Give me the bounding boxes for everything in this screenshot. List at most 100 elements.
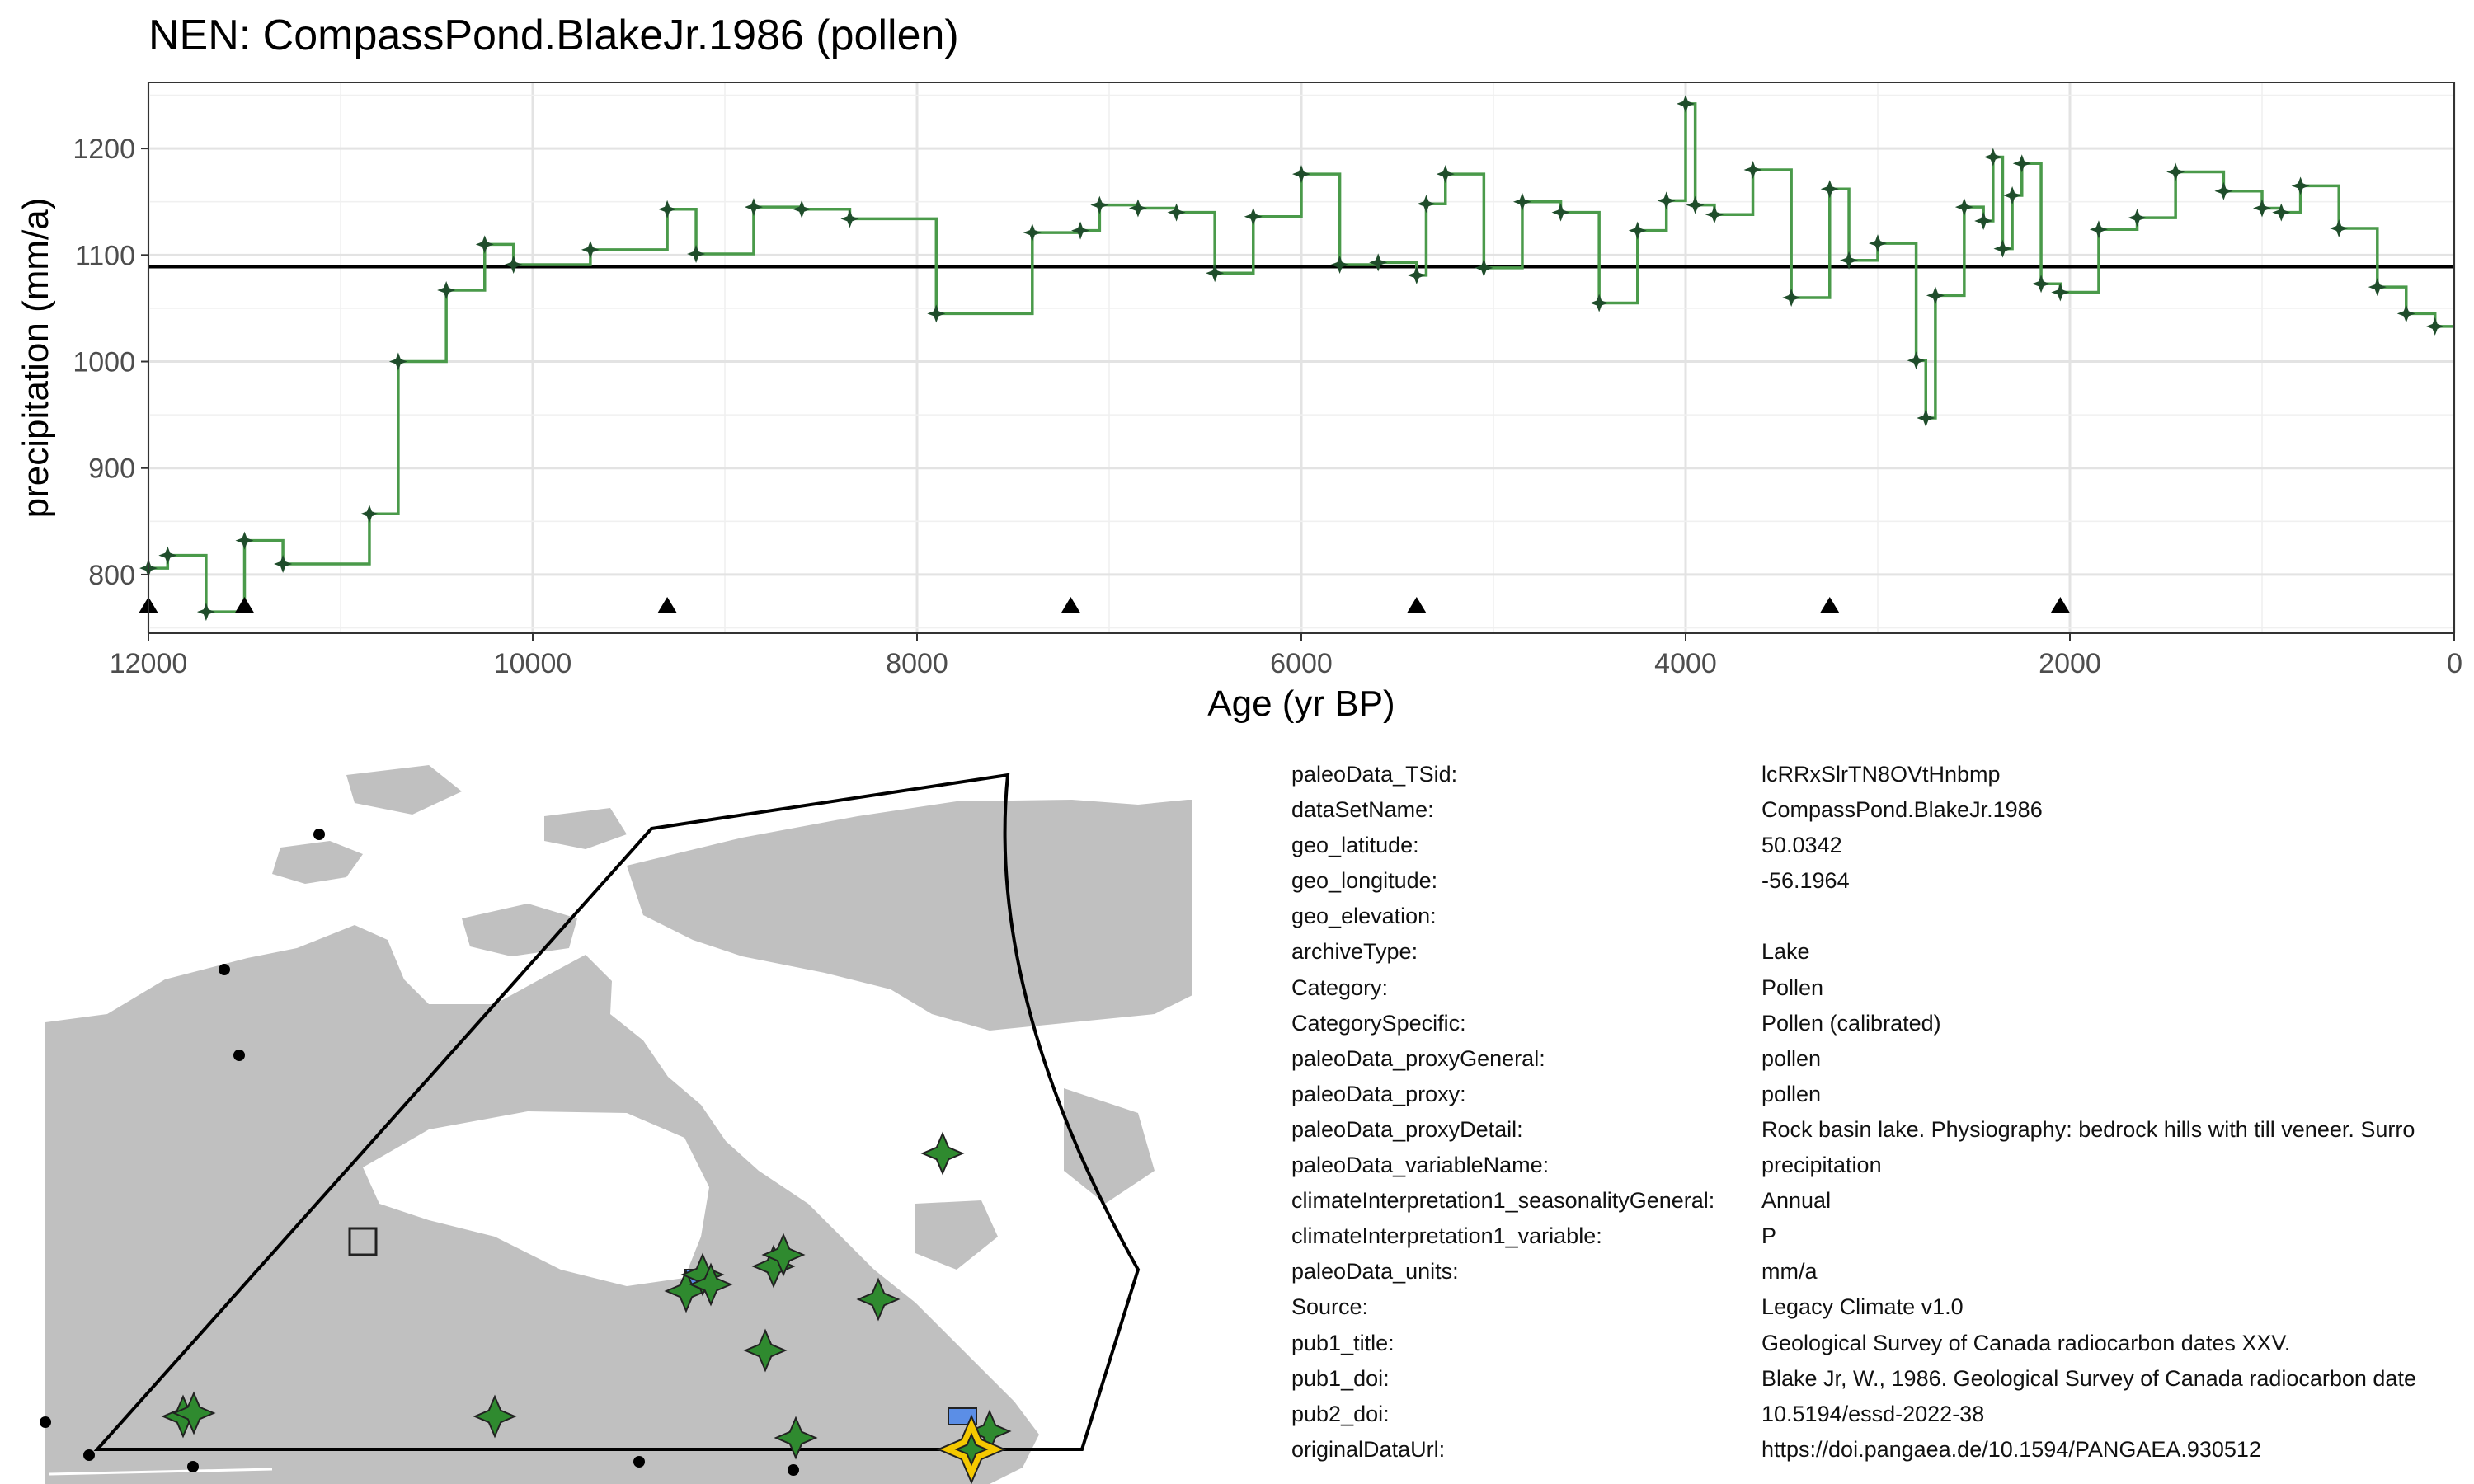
data-point [1743,160,1762,179]
data-point [437,280,456,299]
data-point [1244,207,1263,226]
data-point [687,245,706,264]
x-tick-label: 12000 [110,648,188,679]
data-point [744,198,763,217]
data-point [2291,176,2310,195]
x-tick-label: 4000 [1654,648,1717,679]
region-polygon [93,773,1141,1451]
metadata-value: Pollen [1761,974,1824,1000]
metadata-key: dataSetName: [1291,797,1434,823]
metadata-key: geo_longitude: [1291,868,1438,894]
open-square-marker [348,1227,378,1256]
land-mass [272,841,363,884]
map-border-line [49,1468,273,1476]
metadata-key: archiveType: [1291,939,1418,965]
y-tick-label: 1000 [73,347,135,378]
metadata-key: paleoData_proxyDetail: [1291,1116,1523,1142]
metadata-value: Pollen (calibrated) [1761,1010,1941,1036]
data-point [793,200,811,218]
x-tick-label: 8000 [886,648,948,679]
metadata-value: P [1761,1223,1777,1249]
age-control-triangle [1819,597,1840,613]
data-point [1369,253,1388,272]
metadata-row: paleoData_variableName: precipitation [1291,1153,2474,1188]
metadata-row: geo_longitude: -56.1964 [1291,868,2474,904]
data-point [2330,219,2349,238]
data-point [1292,165,1310,184]
site-dot [313,829,325,840]
data-point [1407,265,1426,284]
y-tick-label: 1200 [73,134,135,165]
site-star [743,1328,788,1373]
metadata-value: https://doi.pangaea.de/10.1594/PANGAEA.9… [1761,1436,2261,1462]
data-point [1954,198,1973,217]
metadata-row: climateInterpretation1_variable: P [1291,1223,2474,1259]
metadata-key: geo_latitude: [1291,833,1419,858]
metadata-value: Geological Survey of Canada radiocarbon … [1761,1330,2291,1355]
metadata-value: Legacy Climate v1.0 [1761,1294,1964,1320]
age-control-triangle [1061,597,1081,613]
metadata-row: paleoData_units: mm/a [1291,1259,2474,1294]
metadata-value: 10.5194/essd-2022-38 [1761,1401,1985,1426]
site-dot [187,1461,199,1472]
x-tick-label: 10000 [494,648,572,679]
data-point [1677,94,1695,113]
data-point [158,546,177,565]
data-point [2051,283,2070,302]
data-point [1417,195,1436,214]
metadata-value: precipitation [1761,1153,1882,1178]
site-dot [788,1464,799,1476]
data-point [2089,220,2108,239]
x-axis-ticks: 12000 10000 8000 6000 4000 2000 0 [110,633,2462,679]
x-axis-title: Age (yr BP) [1207,683,1395,724]
data-point [1869,234,1887,253]
metadata-value: pollen [1761,1081,1822,1106]
metadata-value: 50.0342 [1761,833,1842,858]
data-point [581,240,600,259]
data-point [2253,199,2271,218]
metadata-value: mm/a [1761,1259,1818,1284]
metadata-key: pub1_title: [1291,1330,1395,1355]
data-point [1983,148,2002,167]
metadata-key: paleoData_units: [1291,1259,1459,1284]
data-point [388,352,407,371]
metadata-row: geo_latitude: 50.0342 [1291,833,2474,868]
data-point [1782,288,1801,307]
metadata-row: paleoData_proxy: pollen [1291,1082,2474,1117]
site-dot [83,1449,95,1461]
data-point [235,531,254,550]
x-tick-label: 6000 [1270,648,1333,679]
data-point [2272,203,2291,222]
data-point [927,304,946,323]
metadata-row: Category: Pollen [1291,975,2474,1011]
metadata-row: archiveType: Lake [1291,939,2474,974]
land-mass [915,1200,998,1270]
metadata-row: climateInterpretation1_seasonalityGenera… [1291,1188,2474,1223]
data-point [504,255,523,274]
y-tick-label: 1100 [75,240,135,271]
site-dot [40,1416,51,1428]
site-star [473,1394,517,1439]
data-point [1436,165,1455,184]
metadata-key: paleoData_proxyGeneral: [1291,1045,1545,1071]
data-point [1628,221,1647,240]
data-point [1590,294,1609,312]
data-markers [139,94,2444,622]
metadata-value: pollen [1761,1045,1822,1071]
metadata-key: paleoData_variableName: [1291,1153,1550,1178]
metadata-value: Annual [1761,1188,1832,1214]
metadata-key: geo_elevation: [1291,904,1437,929]
y-axis-ticks: 800 900 1000 1100 1200 [73,134,148,591]
data-point [475,235,494,254]
data-point [658,200,677,218]
site-star [172,1391,216,1435]
data-point [2425,317,2444,336]
land-mass [346,765,462,815]
data-point [1167,203,1186,222]
data-point [1475,258,1493,277]
data-point [2396,304,2415,323]
metadata-key: originalDataUrl: [1291,1436,1446,1462]
data-point [274,555,293,574]
metadata-row: pub2_doi: 10.5194/essd-2022-38 [1291,1402,2474,1437]
land-mass [627,800,1192,1031]
